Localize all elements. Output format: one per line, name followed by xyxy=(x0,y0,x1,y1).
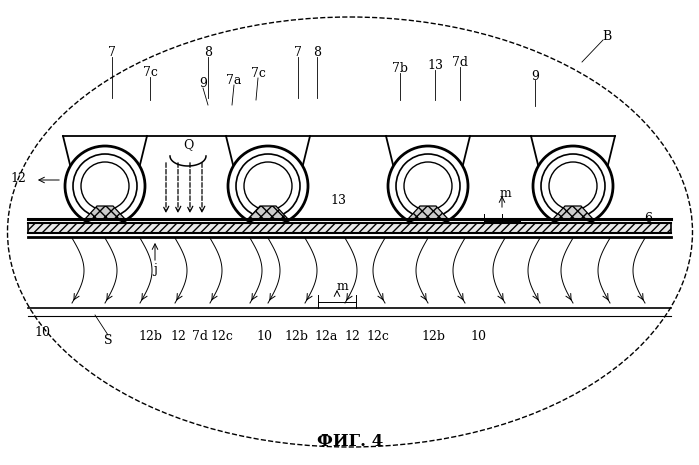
Text: 12b: 12b xyxy=(284,330,308,343)
Text: B: B xyxy=(603,29,612,42)
Circle shape xyxy=(244,162,292,210)
Text: m: m xyxy=(336,280,348,293)
Text: 7d: 7d xyxy=(452,55,468,68)
Text: ФИГ. 4: ФИГ. 4 xyxy=(317,433,383,451)
Text: 9: 9 xyxy=(199,77,207,89)
Polygon shape xyxy=(248,206,288,219)
Text: 13: 13 xyxy=(330,193,346,206)
Circle shape xyxy=(541,154,605,218)
Text: 12a: 12a xyxy=(315,330,338,343)
Text: 12b: 12b xyxy=(421,330,445,343)
Circle shape xyxy=(549,162,597,210)
Text: 7c: 7c xyxy=(250,66,266,80)
Text: 12c: 12c xyxy=(366,330,389,343)
Circle shape xyxy=(73,154,137,218)
Text: 7a: 7a xyxy=(226,73,242,86)
Bar xyxy=(28,223,671,233)
Polygon shape xyxy=(553,206,593,219)
Text: 12: 12 xyxy=(344,330,360,343)
Text: Q: Q xyxy=(183,139,193,152)
Text: 12b: 12b xyxy=(138,330,162,343)
Text: 12: 12 xyxy=(170,330,186,343)
Text: 6: 6 xyxy=(644,212,652,225)
Polygon shape xyxy=(408,206,448,219)
Text: 7c: 7c xyxy=(143,66,157,79)
Text: m: m xyxy=(499,186,511,199)
Circle shape xyxy=(81,162,129,210)
Text: 12: 12 xyxy=(10,172,26,185)
Text: 7d: 7d xyxy=(192,330,208,343)
Text: 12c: 12c xyxy=(210,330,233,343)
Text: 8: 8 xyxy=(313,46,321,59)
Text: 10: 10 xyxy=(34,326,50,339)
Text: 7: 7 xyxy=(108,46,116,59)
Circle shape xyxy=(404,162,452,210)
Circle shape xyxy=(228,146,308,226)
Text: 8: 8 xyxy=(204,46,212,59)
Polygon shape xyxy=(85,206,125,219)
Circle shape xyxy=(533,146,613,226)
Circle shape xyxy=(65,146,145,226)
Text: S: S xyxy=(103,333,113,346)
Text: 10: 10 xyxy=(470,330,486,343)
Text: 9: 9 xyxy=(531,69,539,82)
Text: j: j xyxy=(153,264,157,277)
Text: 7b: 7b xyxy=(392,61,408,74)
Circle shape xyxy=(388,146,468,226)
Text: 10: 10 xyxy=(256,330,272,343)
Circle shape xyxy=(396,154,460,218)
Circle shape xyxy=(236,154,300,218)
Text: 7: 7 xyxy=(294,46,302,59)
Text: 13: 13 xyxy=(427,59,443,72)
